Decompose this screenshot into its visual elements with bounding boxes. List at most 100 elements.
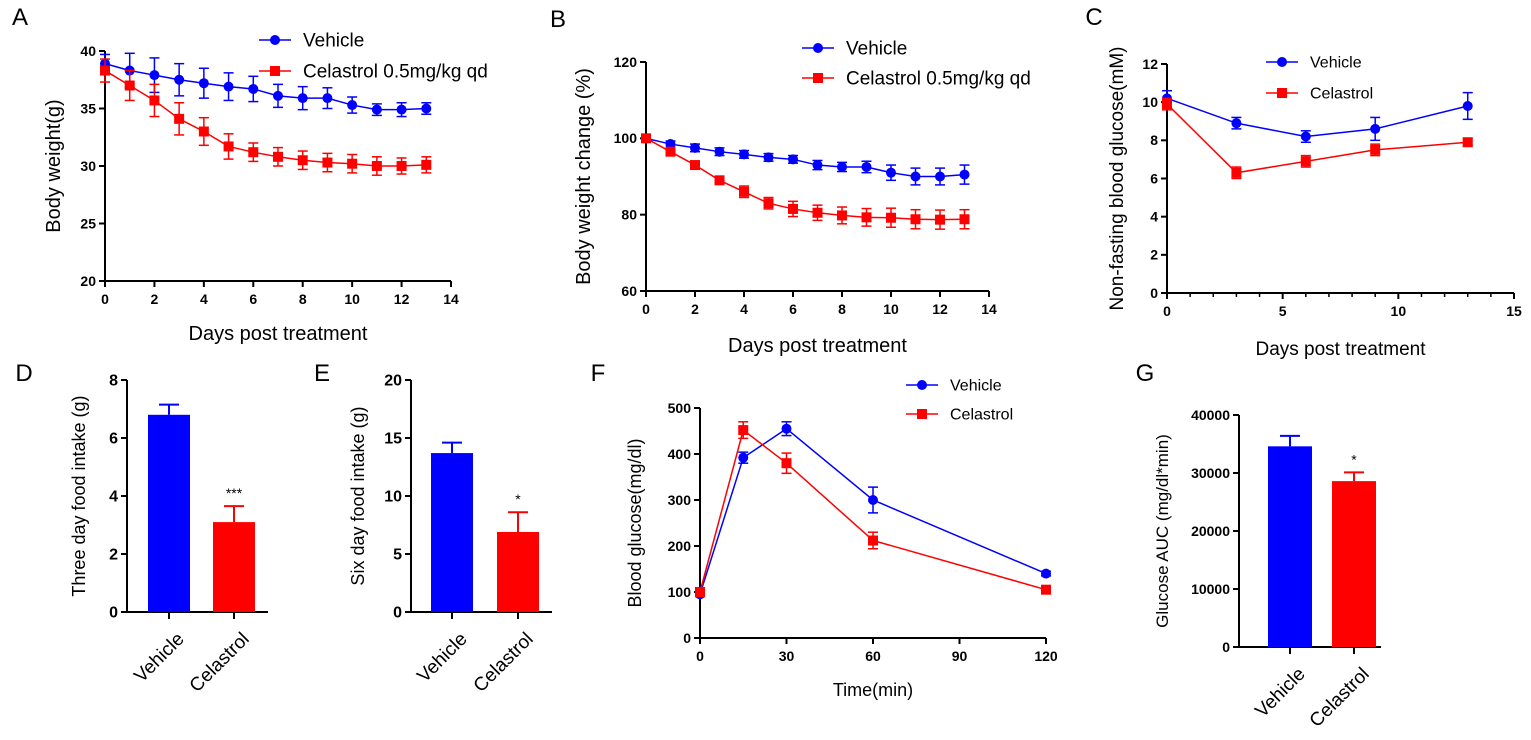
data-point <box>665 146 676 157</box>
legend-label: Vehicle <box>303 31 364 52</box>
data-point <box>868 495 878 505</box>
x-tick-label: 8 <box>838 301 846 317</box>
data-point <box>322 93 333 104</box>
data-point <box>124 80 135 91</box>
panel-letter: D <box>15 360 32 387</box>
x-tick-label: 60 <box>865 648 881 664</box>
y-tick-label: 10 <box>384 489 402 506</box>
data-point <box>297 155 308 166</box>
data-point <box>886 212 896 223</box>
legend-marker <box>270 66 280 76</box>
significance-label: * <box>515 491 521 507</box>
x-tick-label: 10 <box>344 291 360 307</box>
data-point <box>149 95 160 106</box>
panel-letter: G <box>1136 360 1155 387</box>
data-point <box>788 154 798 165</box>
y-tick-label: 4 <box>1150 209 1158 225</box>
bar-celastrol <box>497 531 539 612</box>
x-tick-label: 90 <box>952 648 968 664</box>
data-point <box>837 161 847 172</box>
y-tick-label: 15 <box>384 431 402 448</box>
x-tick-label: 120 <box>1034 648 1058 664</box>
category-label: Vehicle <box>130 629 188 687</box>
data-point <box>421 103 432 114</box>
data-point <box>347 100 358 111</box>
y-tick-label: 6 <box>109 431 118 448</box>
panel-f: F 0 100 200 300 400 500 Blood glucose(mg/dl) 0 30… <box>591 360 1058 700</box>
x-tick-label: 30 <box>779 648 795 664</box>
data-point <box>1041 568 1051 579</box>
y-tick-label: 25 <box>80 215 96 231</box>
series-celastrol: Celastrol <box>1162 86 1473 180</box>
data-point <box>690 142 700 153</box>
x-axis-label: Days post treatment <box>1255 339 1426 360</box>
y-tick-label: 2 <box>109 547 118 564</box>
legend-marker <box>813 43 823 53</box>
legend-label: Vehicle <box>950 378 1002 395</box>
y-tick-label: 100 <box>668 584 692 600</box>
x-axis-label: Time(min) <box>833 680 913 700</box>
significance-label: *** <box>226 485 243 501</box>
data-point <box>198 78 209 89</box>
series-vehicle: Vehicle <box>1162 55 1473 143</box>
series-celastrol: Celastrol 0.5mg/kg qd <box>100 58 488 176</box>
data-point <box>273 90 283 101</box>
data-point <box>174 113 185 124</box>
data-point <box>695 587 705 597</box>
data-point <box>421 159 432 170</box>
bar-celastrol <box>1332 481 1376 647</box>
bar-vehicle <box>148 414 190 612</box>
x-tick-label: 14 <box>443 291 459 307</box>
y-tick-label: 35 <box>80 100 96 116</box>
legend-label: Vehicle <box>1310 55 1362 72</box>
data-point <box>714 146 725 157</box>
data-point <box>1462 100 1473 111</box>
panel-letter: F <box>591 360 606 387</box>
data-point <box>739 149 749 160</box>
category-label: Vehicle <box>413 629 471 687</box>
legend-marker <box>917 409 927 419</box>
data-point <box>763 152 774 163</box>
data-point <box>297 93 308 104</box>
x-tick-label: 5 <box>1279 303 1287 319</box>
data-point <box>371 104 382 115</box>
data-point <box>1162 99 1172 110</box>
legend-marker <box>917 380 927 390</box>
y-axis-label: Blood glucose(mg/dl) <box>625 438 645 607</box>
y-tick-label: 40000 <box>1191 407 1230 423</box>
data-point <box>1300 131 1311 142</box>
y-axis-label: Body weight change (%) <box>573 68 595 285</box>
y-axis-label: Non-fasting blood glucose(mM) <box>1107 46 1128 310</box>
x-tick-label: 2 <box>151 291 159 307</box>
data-point <box>1300 156 1311 167</box>
data-point <box>738 425 749 436</box>
panel-g: G 0 10000 20000 30000 40000 Glucose AUC (mg/dl… <box>1136 360 1381 732</box>
data-point <box>812 160 823 171</box>
x-tick-label: 2 <box>691 301 699 317</box>
y-tick-label: 8 <box>1150 132 1158 148</box>
x-tick-label: 12 <box>394 291 410 307</box>
x-tick-label: 6 <box>789 301 797 317</box>
category-label: Vehicle <box>1251 664 1309 722</box>
x-tick-label: 6 <box>249 291 257 307</box>
y-tick-label: 0 <box>393 605 402 622</box>
data-point <box>714 175 725 186</box>
x-tick-label: 10 <box>1391 303 1407 319</box>
y-tick-label: 10 <box>1142 94 1158 110</box>
x-tick-label: 0 <box>101 291 109 307</box>
y-tick-label: 80 <box>621 207 637 223</box>
data-point <box>812 207 823 218</box>
y-tick-label: 40 <box>80 43 96 59</box>
series-celastrol: Celastrol 0.5mg/kg qd <box>641 69 1031 230</box>
data-point <box>223 81 234 92</box>
legend-label: Celastrol 0.5mg/kg qd <box>303 62 488 83</box>
legend-label: Vehicle <box>846 39 907 60</box>
x-tick-label: 0 <box>642 301 650 317</box>
data-point <box>1462 137 1473 148</box>
data-point <box>396 161 407 171</box>
y-tick-label: 0 <box>109 605 118 622</box>
data-point <box>347 158 358 169</box>
y-tick-label: 30 <box>80 158 96 174</box>
panel-letter: B <box>550 6 566 33</box>
